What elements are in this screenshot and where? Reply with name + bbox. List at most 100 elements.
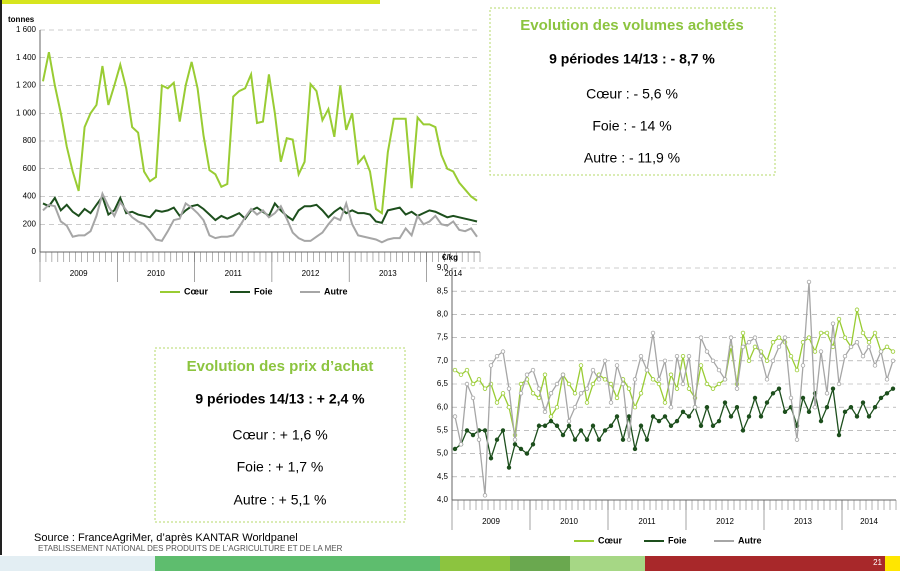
point — [650, 377, 656, 382]
point — [518, 446, 524, 452]
point — [722, 400, 728, 405]
y-tick-label: 1 600 — [16, 25, 37, 34]
y-tick-label: 8,0 — [437, 310, 449, 319]
point — [836, 381, 842, 387]
point — [686, 353, 692, 359]
point — [572, 391, 578, 396]
point — [566, 418, 572, 424]
point — [824, 405, 830, 410]
point — [500, 428, 506, 433]
legend-label: Autre — [324, 286, 348, 296]
y-tick-label: 0 — [32, 247, 37, 256]
point — [488, 363, 494, 368]
point — [566, 381, 572, 387]
point — [512, 442, 518, 447]
point — [752, 344, 758, 350]
point — [890, 349, 896, 354]
point — [482, 386, 488, 391]
point — [734, 405, 740, 410]
bottom-bar — [570, 556, 645, 571]
point — [800, 395, 806, 401]
volume-box — [489, 7, 776, 176]
legend-label: Cœur — [184, 286, 208, 296]
point — [548, 391, 554, 396]
point — [860, 330, 866, 336]
point — [680, 409, 686, 415]
point — [518, 391, 524, 396]
point — [656, 418, 662, 424]
point — [800, 363, 806, 368]
box-line: 9 périodes 14/13 : - 8,7 % — [549, 51, 715, 67]
point — [614, 395, 620, 401]
bottom-bar — [440, 556, 510, 571]
page-number: 21 — [873, 558, 882, 567]
point — [584, 386, 590, 391]
point — [464, 367, 470, 373]
year-label: 2012 — [302, 269, 320, 278]
series-line — [42, 190, 478, 244]
point — [536, 395, 542, 401]
point — [866, 344, 872, 350]
point — [788, 353, 794, 359]
point — [854, 340, 860, 345]
point — [548, 418, 554, 424]
point — [590, 423, 596, 428]
box-title: Evolution des prix d’achat — [187, 358, 374, 375]
bottom-bar — [155, 556, 440, 571]
point — [764, 377, 770, 382]
point — [458, 372, 464, 377]
price-box — [154, 347, 406, 523]
bottom-bar — [510, 556, 570, 571]
point — [638, 353, 644, 359]
bottom-bar — [885, 556, 900, 571]
point — [818, 418, 824, 424]
point — [740, 428, 746, 433]
point — [686, 386, 692, 391]
point — [464, 428, 470, 433]
legend-label: Cœur — [598, 535, 622, 545]
point — [764, 400, 770, 405]
point — [452, 446, 458, 452]
point — [638, 391, 644, 396]
point — [842, 409, 848, 415]
point — [542, 409, 548, 415]
point — [818, 349, 824, 354]
point — [674, 418, 680, 424]
point — [830, 386, 836, 391]
point — [500, 391, 506, 396]
point — [824, 330, 830, 336]
point — [602, 358, 608, 363]
point — [860, 353, 866, 359]
point — [728, 414, 734, 419]
point — [680, 353, 686, 359]
point — [752, 395, 758, 401]
y-axis-label: €/kg — [442, 253, 458, 262]
year-label: 2010 — [560, 517, 578, 526]
point — [632, 405, 638, 410]
point — [554, 405, 560, 410]
point — [854, 307, 860, 312]
point — [716, 381, 722, 387]
point — [578, 363, 584, 368]
point — [806, 335, 812, 340]
legend-label: Autre — [738, 535, 762, 545]
point — [560, 432, 566, 438]
series-line — [454, 309, 894, 436]
point — [698, 423, 704, 428]
point — [608, 381, 614, 387]
point — [464, 381, 470, 387]
year-label: 2011 — [225, 269, 243, 278]
y-tick-label: 600 — [23, 164, 37, 173]
y-tick-label: 1 200 — [16, 81, 37, 90]
point — [740, 344, 746, 350]
point — [476, 377, 482, 382]
point — [494, 400, 500, 405]
point — [884, 391, 890, 396]
box-line: Foie : + 1,7 % — [237, 459, 324, 475]
point — [848, 405, 854, 410]
point — [662, 400, 668, 405]
point — [782, 409, 788, 415]
point — [668, 405, 674, 410]
point — [542, 372, 548, 377]
point — [536, 386, 542, 391]
